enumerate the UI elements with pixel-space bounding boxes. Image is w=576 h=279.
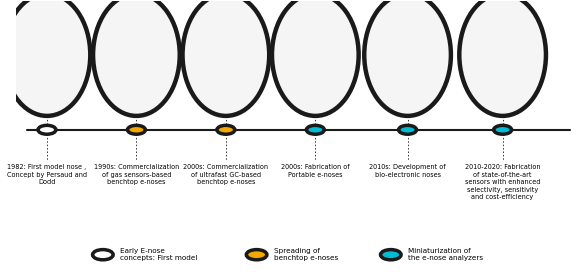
Text: 2010s: Development of
bio-electronic noses: 2010s: Development of bio-electronic nos… [369, 165, 446, 178]
Circle shape [381, 250, 401, 260]
Text: Miniaturization of
the e-nose analyzers: Miniaturization of the e-nose analyzers [408, 248, 483, 261]
Ellipse shape [459, 0, 546, 116]
Circle shape [93, 250, 113, 260]
Circle shape [217, 125, 235, 134]
Circle shape [494, 125, 511, 134]
Text: 1990s: Commercialization
of gas sensors-based
benchtop e-noses: 1990s: Commercialization of gas sensors-… [94, 165, 179, 186]
Circle shape [247, 250, 267, 260]
Circle shape [127, 125, 145, 134]
Circle shape [399, 125, 416, 134]
Text: 1982: First model nose ,
Concept by Persaud and
Dodd: 1982: First model nose , Concept by Pers… [7, 165, 87, 186]
Circle shape [38, 125, 56, 134]
Ellipse shape [3, 0, 90, 116]
Circle shape [306, 125, 324, 134]
Text: 2000s: Commercialization
of ultrafast GC-based
benchtop e-noses: 2000s: Commercialization of ultrafast GC… [183, 165, 268, 186]
Text: Early E-nose
concepts: First model: Early E-nose concepts: First model [120, 248, 197, 261]
Ellipse shape [183, 0, 269, 116]
Text: Spreading of
benchtop e-noses: Spreading of benchtop e-noses [274, 248, 338, 261]
Ellipse shape [272, 0, 359, 116]
Text: 2000s: Fabrication of
Portable e-noses: 2000s: Fabrication of Portable e-noses [281, 165, 350, 178]
Ellipse shape [364, 0, 451, 116]
Text: 2010-2020: Fabrication
of state-of-the-art
sensors with enhanced
selectivity, se: 2010-2020: Fabrication of state-of-the-a… [465, 165, 540, 201]
Ellipse shape [93, 0, 180, 116]
